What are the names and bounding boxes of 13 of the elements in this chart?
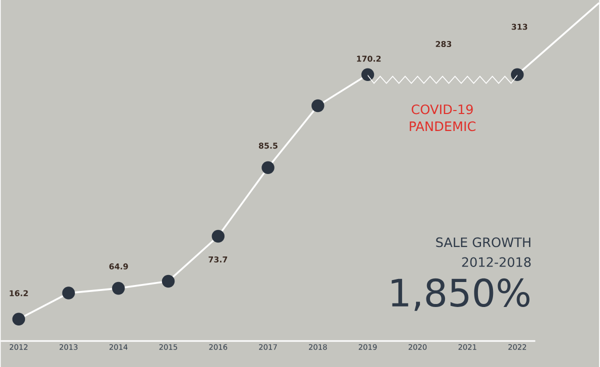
point xyxy=(162,274,175,288)
annotation: 2012-2018 xyxy=(462,257,531,267)
point xyxy=(311,99,324,112)
point xyxy=(361,68,374,82)
annotation: COVID-19 PANDEMIC xyxy=(410,104,476,132)
point xyxy=(62,286,75,300)
point xyxy=(510,68,524,82)
point xyxy=(262,161,274,174)
point xyxy=(12,312,26,326)
point xyxy=(212,230,225,243)
annotation: 1,850% xyxy=(392,278,530,311)
point xyxy=(112,282,125,295)
annotation: SALE GROWTH xyxy=(436,237,530,248)
